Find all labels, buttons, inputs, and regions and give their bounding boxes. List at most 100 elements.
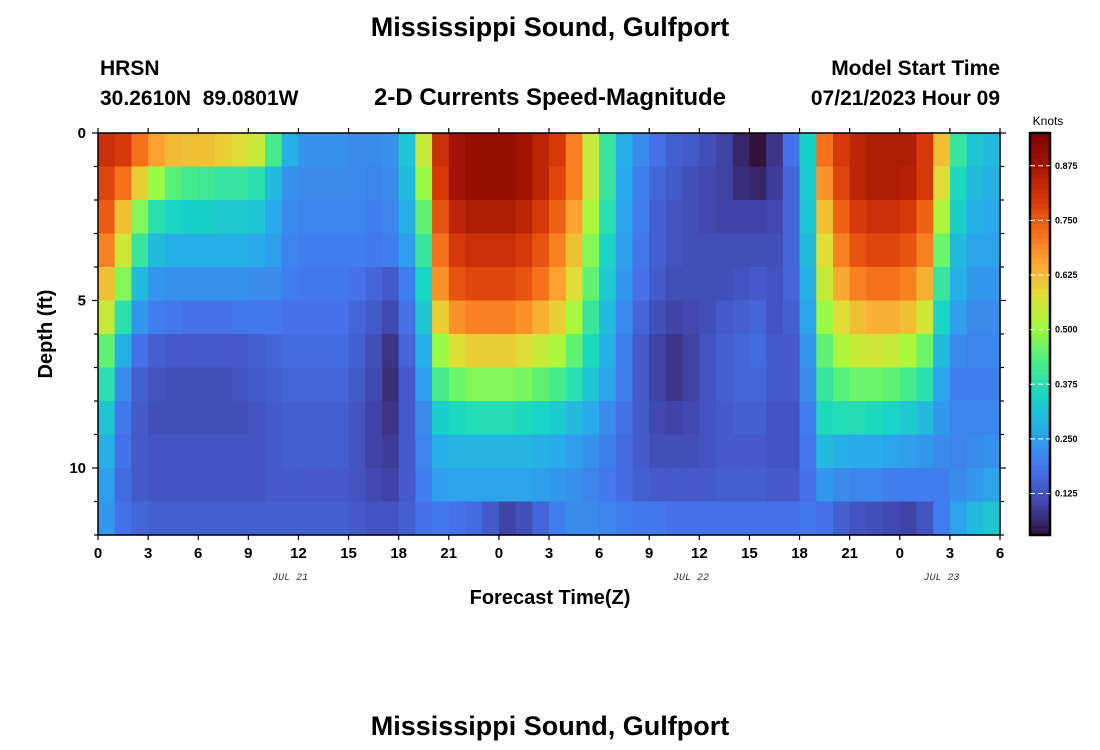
heatmap-cell [883,267,901,302]
heatmap-cell [816,166,834,201]
heatmap-cell [549,233,567,268]
colorbar-segment [1030,404,1050,410]
heatmap-cell [716,133,734,168]
heatmap-cell [315,434,333,469]
heatmap-cell [532,501,550,536]
heatmap-cell [98,501,116,536]
heatmap-cell [164,501,183,536]
heatmap-cell [649,300,667,335]
heatmap-cell [949,434,968,469]
heatmap-cell [432,468,450,503]
heatmap-cell [749,468,767,503]
heatmap-cell [749,267,767,302]
heatmap-cell [114,367,132,402]
heatmap-cell [649,267,667,302]
heatmap-cell [248,166,266,201]
heatmap-cell [649,133,667,168]
heatmap-cell [866,300,884,335]
colorbar-segment [1030,519,1050,526]
heatmap-cell [632,200,650,235]
heatmap-cell [782,133,801,168]
heatmap-cell [799,166,817,201]
x-tick-label: 6 [996,545,1004,562]
heatmap-cell [682,267,700,302]
heatmap-cell [248,501,266,536]
heatmap-cell [933,434,951,469]
heatmap-cell [949,166,968,201]
heatmap-cell [98,200,116,235]
heatmap-cell [348,501,366,536]
colorbar-segment [1030,374,1050,380]
colorbar-segment [1030,384,1050,390]
heatmap-cell [766,334,784,369]
heatmap-cell [198,233,216,268]
heatmap-cell [682,133,700,168]
colorbar-segment [1030,148,1050,154]
heatmap-cell [682,401,700,436]
heatmap-cell [883,401,901,436]
x-date-label: JUL 21 [272,573,308,584]
heatmap-cell [248,200,266,235]
heatmap-cell [615,468,634,503]
heatmap-cell [582,367,600,402]
heatmap-cell [248,334,266,369]
heatmap-cell [365,334,383,369]
heatmap-cell [916,267,934,302]
heatmap-cell [966,200,984,235]
heatmap-cell [883,133,901,168]
heatmap-cell [966,166,984,201]
heatmap-cell [398,334,416,369]
colorbar-tick-label: 0.625 [1055,270,1078,280]
heatmap-cell [565,166,583,201]
heatmap-cell [114,267,132,302]
heatmap-cell [348,334,366,369]
heatmap-cell [365,401,383,436]
colorbar-segment [1030,504,1050,511]
heatmap-cell [164,133,183,168]
heatmap-cell [665,401,684,436]
colorbar-segment [1030,449,1050,456]
heatmap-cell [933,267,951,302]
heatmap-cell [532,166,550,201]
heatmap-cell [532,334,550,369]
heatmap-cell [381,233,400,268]
heatmap-cell [298,300,316,335]
x-tick-label: 12 [290,545,307,562]
heatmap-cell [983,468,1001,503]
chart-title: Mississippi Sound, Gulfport [371,12,730,42]
heatmap-cell [265,133,283,168]
heatmap-cell [315,468,333,503]
heatmap-cell [214,434,233,469]
heatmap-cell [164,401,183,436]
heatmap-cell [615,434,634,469]
heatmap-cell [398,401,416,436]
colorbar-segment [1030,153,1050,159]
heatmap-cell [649,434,667,469]
heatmap-cell [298,401,316,436]
heatmap-cell [966,300,984,335]
heatmap-cell [498,468,517,503]
colorbar-segment [1030,268,1050,275]
x-tick-label: 9 [645,545,653,562]
heatmap-cell [148,501,166,536]
heatmap-cell [465,233,483,268]
heatmap-cell [799,334,817,369]
heatmap-cell [933,501,951,536]
heatmap-cell [832,166,851,201]
heatmap-cell [415,401,433,436]
heatmap-cell [214,367,233,402]
chart-subtitle: 2-D Currents Speed-Magnitude [374,84,726,111]
heatmap-cell [649,501,667,536]
heatmap-cell [632,334,650,369]
heatmap-cell [749,300,767,335]
colorbar-segment [1030,434,1050,441]
heatmap-cell [532,267,550,302]
heatmap-cell [281,334,300,369]
heatmap-cell [131,267,149,302]
heatmap-cell [749,233,767,268]
heatmap-cell [281,300,300,335]
model-start-label: Model Start Time [831,57,1000,80]
heatmap-cell [331,334,350,369]
heatmap-cell [515,166,533,201]
heatmap-cell [949,233,968,268]
